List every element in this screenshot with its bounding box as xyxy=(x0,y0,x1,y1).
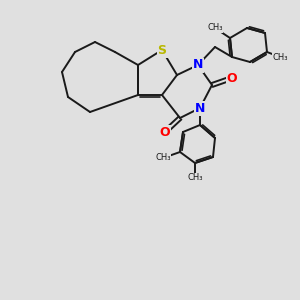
Text: N: N xyxy=(193,58,203,71)
Text: N: N xyxy=(195,101,205,115)
Text: CH₃: CH₃ xyxy=(187,173,203,182)
Text: CH₃: CH₃ xyxy=(207,23,223,32)
Text: S: S xyxy=(158,44,166,56)
Text: O: O xyxy=(160,125,170,139)
Text: CH₃: CH₃ xyxy=(272,52,288,62)
Text: CH₃: CH₃ xyxy=(155,154,171,163)
Text: O: O xyxy=(227,71,237,85)
